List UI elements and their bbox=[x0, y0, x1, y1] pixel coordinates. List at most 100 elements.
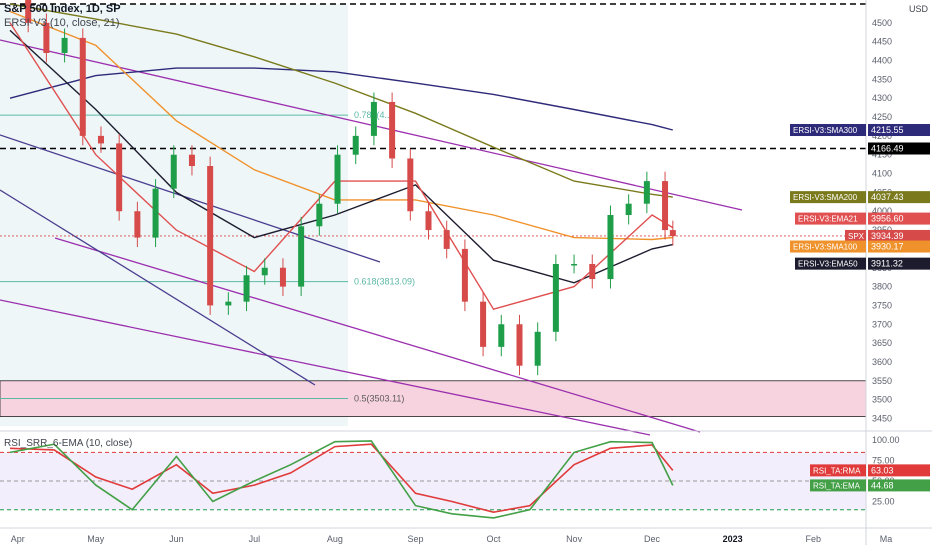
candle-body bbox=[498, 324, 505, 347]
time-tick-label: 2023 bbox=[723, 534, 743, 544]
value-tag-text: 4037.43 bbox=[871, 192, 904, 202]
time-tick-label: Sep bbox=[407, 534, 423, 544]
rsi-value-tag-text: 63.03 bbox=[871, 465, 894, 475]
candle-body bbox=[389, 101, 396, 159]
series-name-tag-text: ERSI-V3:SMA100 bbox=[793, 243, 858, 252]
trend-channel-line bbox=[54, 237, 701, 433]
candle-body bbox=[352, 135, 359, 155]
candle-body bbox=[61, 37, 68, 53]
rsi-name-tag bbox=[810, 464, 866, 477]
candle-body bbox=[443, 230, 450, 249]
candle-body bbox=[97, 135, 104, 144]
time-tick-label: Feb bbox=[805, 534, 821, 544]
value-tag bbox=[868, 212, 930, 225]
time-tick-label: Oct bbox=[486, 534, 501, 544]
time-tick-label: Apr bbox=[11, 534, 25, 544]
candle-body bbox=[625, 203, 632, 215]
price-tick-label: 4450 bbox=[872, 37, 892, 47]
rsi-tick-label: 25.00 bbox=[872, 497, 895, 507]
series-name-tag bbox=[790, 191, 866, 204]
candle-body bbox=[225, 301, 232, 306]
value-tag-text: 3934.39 bbox=[871, 231, 904, 241]
series-name-tag-text: SPX bbox=[848, 232, 865, 241]
trend-channel-line bbox=[0, 189, 316, 386]
value-tag bbox=[868, 240, 930, 253]
candle-body bbox=[425, 211, 432, 231]
candle-body bbox=[643, 181, 650, 204]
value-tag-text: 3930.17 bbox=[871, 242, 904, 252]
value-tag bbox=[868, 124, 930, 137]
candle-body bbox=[170, 154, 177, 189]
time-tick-label: May bbox=[87, 534, 105, 544]
series-name-tag bbox=[795, 212, 866, 225]
rsi-value-tag-text: 44.68 bbox=[871, 480, 894, 490]
price-tick-label: 3550 bbox=[872, 376, 892, 386]
series-name-tag-text: ERSI-V3:SMA200 bbox=[793, 193, 858, 202]
candle-body bbox=[589, 263, 596, 280]
rsi-panel-title: RSI_SRR_6-EMA (10, close) bbox=[4, 438, 133, 449]
trend-channel-line bbox=[0, 134, 381, 263]
series-name-tag bbox=[845, 229, 866, 242]
value-tag-text: 4215.55 bbox=[871, 125, 904, 135]
candle-body bbox=[552, 263, 559, 332]
time-tick-label: Aug bbox=[327, 534, 343, 544]
price-tick-label: 4350 bbox=[872, 74, 892, 84]
value-tag bbox=[868, 257, 930, 270]
rsi-value-tag bbox=[868, 479, 930, 492]
candle-body bbox=[43, 22, 50, 53]
candle-body bbox=[662, 181, 669, 231]
candle-body bbox=[480, 301, 487, 347]
trend-channel-line bbox=[0, 299, 651, 436]
candle-body bbox=[298, 226, 305, 287]
rsi-name-tag-text: RSI_TA:RMA bbox=[813, 466, 861, 475]
series-name-tag bbox=[790, 240, 866, 253]
time-tick-label: Dec bbox=[644, 534, 661, 544]
price-tick-label: 3500 bbox=[872, 395, 892, 405]
chart-title: S&P 500 Index, 1D, SP bbox=[4, 3, 121, 15]
candle-body bbox=[207, 166, 214, 306]
candle-body bbox=[116, 143, 123, 212]
rsi-tick-label: 75.00 bbox=[872, 456, 895, 466]
time-tick-label: Jun bbox=[169, 534, 184, 544]
rsi-line-ema bbox=[9, 440, 674, 519]
time-tick-label: Nov bbox=[566, 534, 583, 544]
price-tick-label: 4400 bbox=[872, 56, 892, 66]
price-tick-label: 4000 bbox=[872, 206, 892, 216]
candle-body bbox=[334, 154, 341, 204]
price-tick-label: 3450 bbox=[872, 413, 892, 423]
value-tag-text: 3956.60 bbox=[871, 214, 904, 224]
price-tick-label: 4250 bbox=[872, 112, 892, 122]
candle-body bbox=[188, 154, 195, 167]
candle-body bbox=[534, 331, 541, 366]
rsi-name-tag bbox=[810, 479, 866, 492]
rsi-line-rma bbox=[9, 443, 674, 514]
series-name-tag bbox=[790, 124, 866, 137]
rsi-tick-label: 100.00 bbox=[872, 435, 900, 445]
price-tick-label: 4100 bbox=[872, 169, 892, 179]
candle-body bbox=[243, 275, 250, 302]
price-tick-label: 4500 bbox=[872, 18, 892, 28]
candle-body bbox=[152, 188, 159, 238]
value-tag bbox=[868, 191, 930, 204]
candle-body bbox=[261, 267, 268, 276]
value-tag-text: 3911.32 bbox=[871, 259, 903, 269]
series-name-tag-text: ERSI-V3:SMA300 bbox=[793, 126, 858, 135]
ma-line-sma300 bbox=[9, 67, 673, 131]
indicator-title: ERSI-V3 (10, close, 21) bbox=[4, 17, 120, 29]
candle-body bbox=[461, 248, 468, 302]
rsi-value-tag bbox=[868, 464, 930, 477]
currency-label: USD bbox=[908, 4, 928, 14]
price-tick-label: 3650 bbox=[872, 338, 892, 348]
value-tag bbox=[868, 229, 930, 242]
price-tick-label: 3600 bbox=[872, 357, 892, 367]
candle-body bbox=[516, 324, 523, 366]
series-name-tag bbox=[795, 257, 866, 270]
fib-label: 0.5(3503.11) bbox=[354, 393, 404, 403]
candle-body bbox=[607, 215, 614, 280]
candle-body bbox=[79, 37, 86, 136]
candle-body bbox=[279, 267, 286, 287]
price-tick-label: 4300 bbox=[872, 93, 892, 103]
candle-body bbox=[571, 263, 578, 266]
candle-body bbox=[316, 203, 323, 227]
